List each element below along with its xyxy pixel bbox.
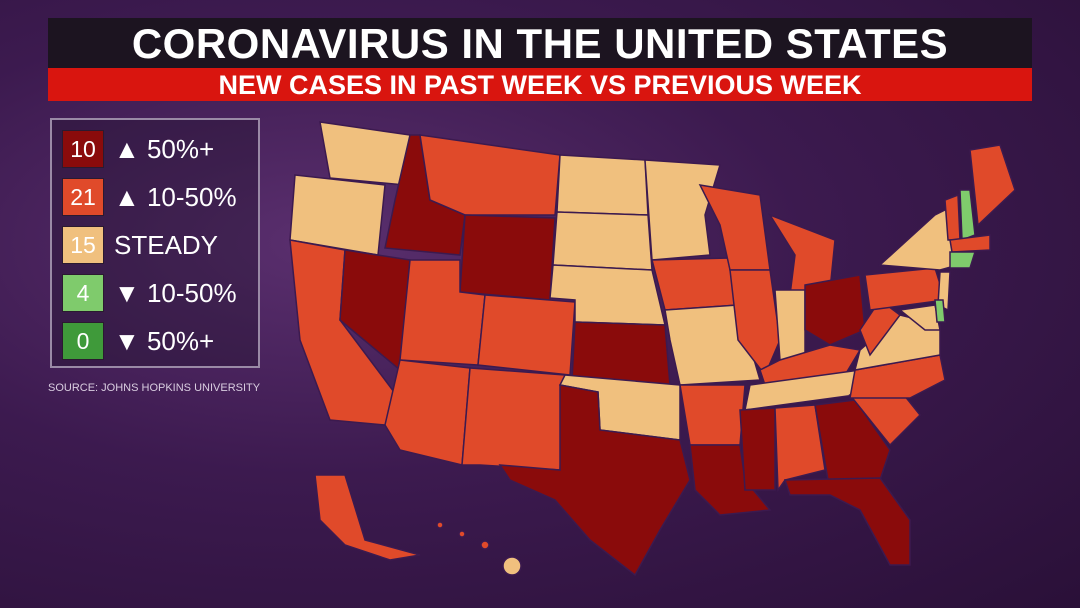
state: [729, 269, 781, 377]
state: [319, 121, 411, 186]
state: [480, 540, 490, 550]
state: [804, 274, 866, 346]
legend-label: ▼ 10-50%: [114, 277, 237, 308]
state: [814, 399, 891, 481]
legend-swatch: 10: [62, 130, 104, 168]
title: CORONAVIRUS IN THE UNITED STATES: [48, 18, 1032, 68]
state: [552, 211, 653, 271]
legend-swatch: 15: [62, 226, 104, 264]
legend-swatch: 0: [62, 322, 104, 360]
state: [783, 477, 911, 566]
state: [571, 321, 671, 386]
legend-row: 4 ▼ 10-50%: [62, 274, 237, 312]
legend: 10 ▲ 50%+ 21 ▲ 10-50% 15 STEADY 4 ▼ 10-50% 0 ▼ 50…: [50, 118, 260, 368]
legend-row: 10 ▲ 50%+: [62, 130, 214, 168]
state: [944, 193, 961, 241]
state: [498, 384, 691, 577]
state: [419, 134, 561, 216]
state: [949, 251, 977, 269]
legend-swatch: 21: [62, 178, 104, 216]
legend-label: STEADY: [114, 229, 219, 260]
subtitle: NEW CASES IN PAST WEEK VS PREVIOUS WEEK: [48, 68, 1032, 101]
source: SOURCE: JOHNS HOPKINS UNIVERSITY: [48, 382, 261, 394]
legend-label: ▲ 10-50%: [114, 181, 237, 212]
state: [689, 444, 772, 516]
state: [314, 474, 421, 561]
state: [959, 189, 976, 242]
state: [864, 267, 946, 311]
state: [739, 407, 776, 491]
state: [898, 304, 941, 331]
state: [774, 289, 806, 361]
state: [698, 184, 771, 271]
state: [969, 144, 1016, 227]
state: [774, 404, 826, 493]
legend-row: 21 ▲ 10-50%: [62, 178, 237, 216]
state: [384, 359, 471, 466]
state: [458, 530, 466, 538]
state: [502, 556, 522, 576]
legend-row: 0 ▼ 50%+: [62, 322, 214, 360]
legend-swatch: 4: [62, 274, 104, 312]
state: [644, 159, 721, 261]
state: [934, 299, 946, 323]
state: [477, 294, 576, 376]
state: [461, 367, 566, 471]
state: [436, 521, 444, 529]
state: [949, 234, 991, 253]
legend-row: 15 STEADY: [62, 226, 218, 264]
state: [556, 154, 649, 216]
legend-label: ▲ 50%+: [114, 133, 215, 164]
state: [679, 384, 746, 446]
state: [459, 214, 556, 301]
legend-label: ▼ 50%+: [114, 325, 215, 356]
state: [651, 257, 739, 311]
